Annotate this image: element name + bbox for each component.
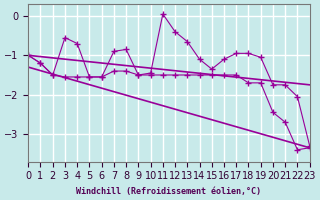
X-axis label: Windchill (Refroidissement éolien,°C): Windchill (Refroidissement éolien,°C) bbox=[76, 187, 261, 196]
